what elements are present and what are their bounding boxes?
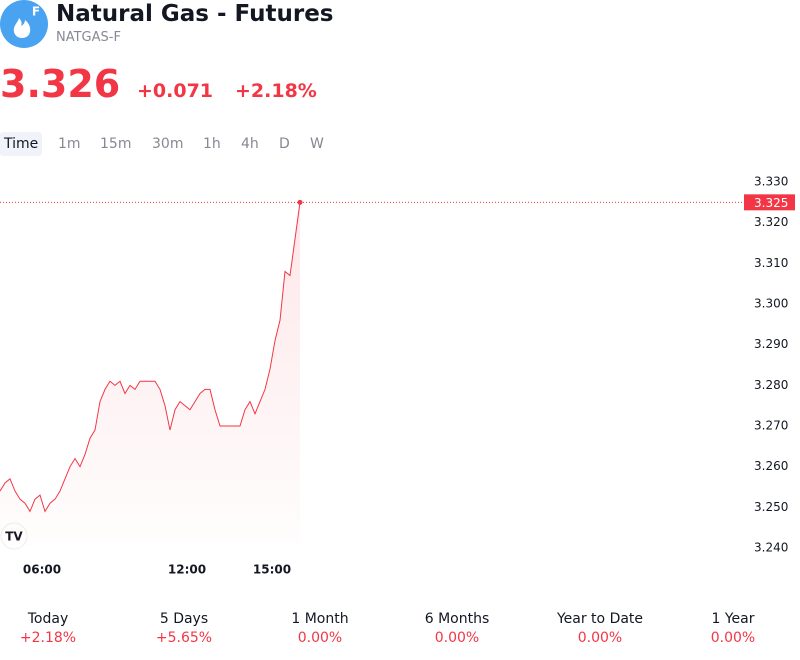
period[interactable]: 1 Month 0.00%: [255, 611, 385, 646]
period-label: 1 Year: [711, 611, 755, 627]
timeframe[interactable]: 15m: [100, 136, 132, 152]
period-label: 5 Days: [159, 611, 209, 627]
period-label: 1 Month: [291, 611, 349, 627]
period-change: +2.18%: [19, 630, 77, 646]
x-tick-label: 12:00: [168, 563, 206, 577]
period-change: 0.00%: [297, 630, 343, 646]
y-tick-label: 3.310: [754, 256, 788, 270]
last-value-label: 3.325: [754, 196, 788, 210]
period[interactable]: Today +2.18%: [0, 611, 113, 646]
change: +0.071: [137, 80, 214, 102]
period[interactable]: 1 Year 0.00%: [668, 611, 798, 646]
area: [0, 202, 300, 546]
timeframe[interactable]: W: [310, 136, 324, 152]
y-tick-label: 3.270: [754, 419, 788, 433]
line: [0, 202, 301, 513]
period[interactable]: 5 Days +5.65%: [119, 611, 249, 646]
period-label: Year to Date: [556, 611, 644, 627]
symbol: NATGAS-F: [56, 30, 121, 45]
y-tick-label: 3.330: [754, 175, 788, 189]
chart: TV 3.2403.2503.2603.2703.2803.2903.3003.…: [0, 175, 795, 577]
period[interactable]: Year to Date 0.00%: [535, 611, 665, 646]
title: Natural Gas - Futures: [56, 1, 334, 27]
timeframe[interactable]: 30m: [152, 136, 184, 152]
y-tick-label: 3.260: [754, 459, 788, 473]
period-label: Today: [27, 611, 69, 627]
y-tick-label: 3.280: [754, 378, 788, 392]
y-tick-label: 3.240: [754, 541, 788, 555]
timeframe[interactable]: 4h: [241, 136, 259, 152]
x-tick-label: 15:00: [253, 563, 291, 577]
period-change: 0.00%: [434, 630, 480, 646]
period[interactable]: 6 Months 0.00%: [392, 611, 522, 646]
period-label: 6 Months: [424, 611, 490, 627]
logo-badge: F: [32, 5, 40, 19]
period-change: 0.00%: [710, 630, 756, 646]
timeframe[interactable]: 1h: [203, 136, 221, 152]
period-change: +5.65%: [155, 630, 213, 646]
x-tick-label: 06:00: [23, 563, 61, 577]
timeframe[interactable]: Time: [0, 132, 43, 156]
y-tick-label: 3.320: [754, 215, 788, 229]
logo: F: [0, 0, 48, 48]
last-value-box: [744, 194, 795, 211]
period-change: 0.00%: [577, 630, 623, 646]
y-tick-label: 3.250: [754, 500, 788, 514]
end-dot: [297, 199, 303, 205]
timeframe[interactable]: D: [279, 136, 290, 152]
change-percent: +2.18%: [235, 80, 317, 102]
price: 3.326: [0, 62, 121, 106]
y-tick-label: 3.300: [754, 297, 788, 311]
y-tick-label: 3.290: [754, 337, 788, 351]
timeframe[interactable]: 1m: [58, 136, 81, 152]
